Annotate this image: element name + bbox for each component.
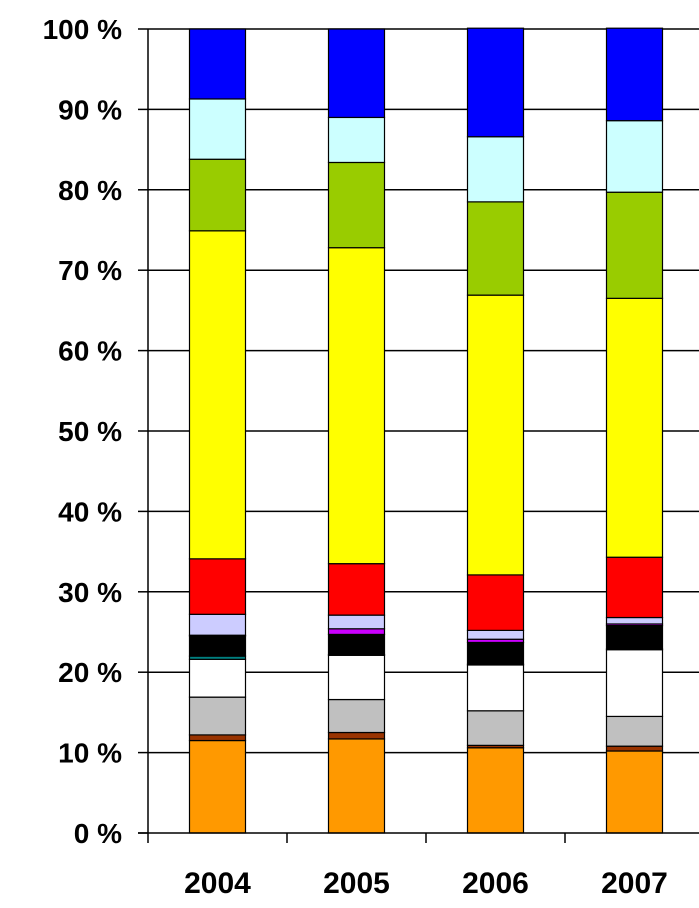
bar-segment	[466, 641, 525, 665]
bar-segment	[605, 27, 664, 122]
bar-segment	[605, 297, 664, 558]
bar-segment	[327, 563, 386, 616]
bar-segment	[466, 294, 525, 576]
bar-segment	[327, 28, 386, 119]
y-tick-label: 70 %	[58, 255, 122, 286]
bar-segment	[327, 116, 386, 164]
bar-segment	[327, 161, 386, 249]
y-tick-label: 10 %	[58, 738, 122, 769]
y-tick-label: 80 %	[58, 175, 122, 206]
bar-segment	[605, 616, 664, 625]
bar-segment	[327, 247, 386, 565]
bar-segment	[466, 136, 525, 203]
bar-segment	[327, 614, 386, 630]
y-tick-label: 60 %	[58, 336, 122, 367]
bar-segment	[605, 556, 664, 619]
y-tick-label: 0 %	[74, 818, 122, 849]
bar-segment	[466, 664, 525, 712]
axes	[138, 28, 699, 843]
bars	[188, 27, 664, 834]
y-tick-label: 100 %	[43, 14, 122, 45]
y-tick-label: 20 %	[58, 657, 122, 688]
bar-segment	[188, 230, 247, 560]
y-tick-label: 30 %	[58, 577, 122, 608]
bar-segment	[188, 635, 247, 657]
bar-segment	[188, 98, 247, 160]
bar-segment	[188, 734, 247, 742]
bar-segment	[466, 747, 525, 834]
bar-segment	[605, 745, 664, 752]
bar-segment	[466, 710, 525, 746]
y-tick-label: 40 %	[58, 496, 122, 527]
x-tick-label: 2006	[462, 867, 529, 900]
y-tick-label: 50 %	[58, 416, 122, 447]
bar-segment	[605, 750, 664, 834]
bar-segment	[188, 158, 247, 232]
bar-segment	[466, 201, 525, 296]
y-tick-label: 90 %	[58, 94, 122, 125]
bar-segment	[327, 738, 386, 834]
x-tick-label: 2005	[323, 867, 390, 900]
bar-segment	[605, 715, 664, 747]
tick-labels: 0 % 10 % 20 % 30 % 40 % 50 % 60 % 70 % 80 % 90 % 1…	[43, 14, 668, 900]
bar-segment	[327, 633, 386, 656]
bar-segment	[188, 28, 247, 100]
bar-segment	[188, 558, 247, 615]
bar-segment	[327, 698, 386, 734]
bar-segment	[327, 731, 386, 740]
x-tick-label: 2007	[601, 867, 668, 900]
x-tick-label: 2004	[184, 867, 251, 900]
bar-segment	[327, 654, 386, 701]
bar-segment	[605, 120, 664, 193]
bar-segment	[188, 696, 247, 736]
bar-segment	[327, 628, 386, 636]
bar-segment	[188, 739, 247, 834]
bar-segment	[466, 629, 525, 640]
bar-segment	[188, 658, 247, 698]
bar-segment	[466, 574, 525, 631]
bar-segment	[605, 624, 664, 650]
bar-segment	[188, 613, 247, 636]
bar-segment	[605, 191, 664, 299]
bar-segment	[466, 27, 525, 138]
bar-segment	[605, 649, 664, 718]
